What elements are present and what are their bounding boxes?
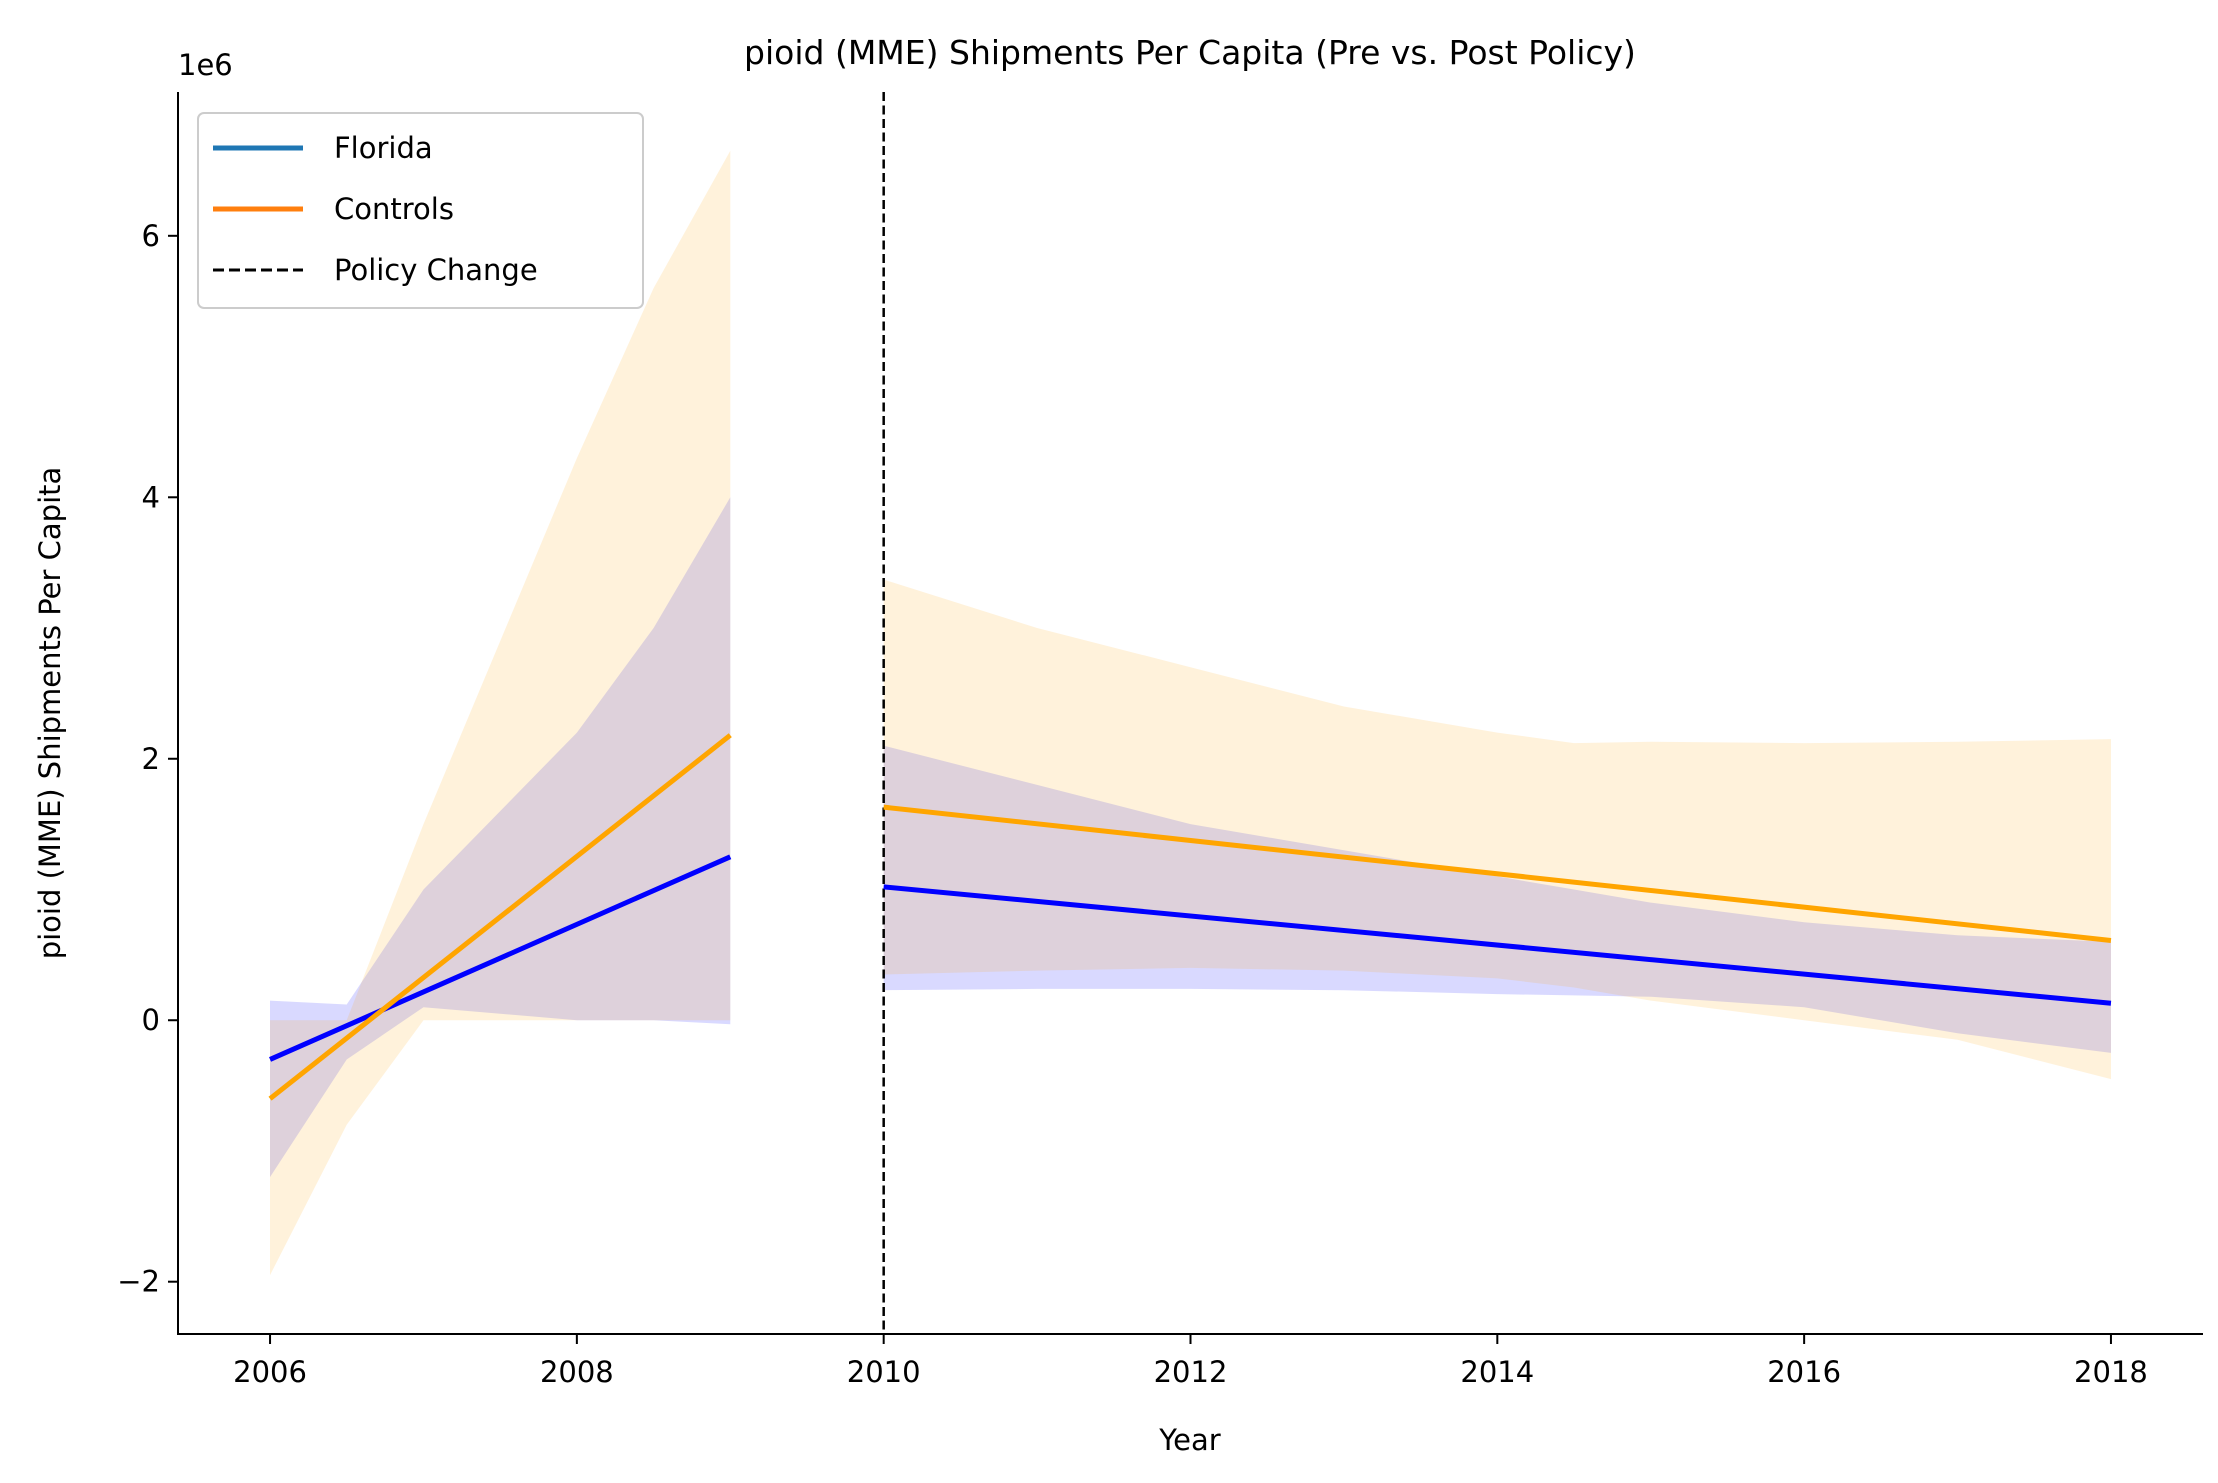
y-tick-label: 0 [142, 1003, 160, 1037]
x-tick-label: 2014 [1460, 1355, 1534, 1389]
axes: 2006 2008 2010 2012 2014 2016 2018 −2 0 2 4 6 [117, 92, 2203, 1389]
x-tick-label: 2018 [2074, 1355, 2148, 1389]
x-tick-label: 2008 [540, 1355, 614, 1389]
y-ticks: −2 0 2 4 6 [117, 219, 178, 1299]
line-controls-post [883, 804, 2112, 943]
x-ticks: 2006 2008 2010 2012 2014 2016 2018 [233, 1334, 2148, 1389]
x-axis-label: Year [1158, 1423, 1220, 1457]
y-tick-label: 2 [142, 742, 160, 776]
line-controls-pre [268, 733, 732, 1101]
legend-label-controls: Controls [334, 192, 454, 226]
series-lines [268, 733, 2112, 1101]
line-florida-post [883, 884, 2112, 1006]
y-offset-label: 1e6 [178, 48, 233, 82]
y-tick-label: 6 [142, 219, 160, 253]
chart-title: pioid (MME) Shipments Per Capita (Pre vs… [744, 33, 1636, 72]
y-tick-label: −2 [117, 1265, 160, 1299]
band-controls-pre [270, 150, 731, 1276]
legend-label-policy-change: Policy Change [334, 253, 538, 287]
x-tick-label: 2012 [1154, 1355, 1228, 1389]
legend-frame [197, 112, 644, 309]
x-tick-label: 2016 [1767, 1355, 1841, 1389]
y-axis-label: pioid (MME) Shipments Per Capita [33, 467, 67, 960]
x-tick-label: 2006 [233, 1355, 307, 1389]
y-tick-label: 4 [142, 480, 160, 514]
legend: Florida Controls Policy Change [197, 112, 644, 309]
band-controls-post [883, 579, 2112, 1080]
line-florida-pre [269, 854, 732, 1062]
legend-label-florida: Florida [334, 131, 433, 165]
confidence-bands [270, 150, 2112, 1276]
x-tick-label: 2010 [847, 1355, 921, 1389]
